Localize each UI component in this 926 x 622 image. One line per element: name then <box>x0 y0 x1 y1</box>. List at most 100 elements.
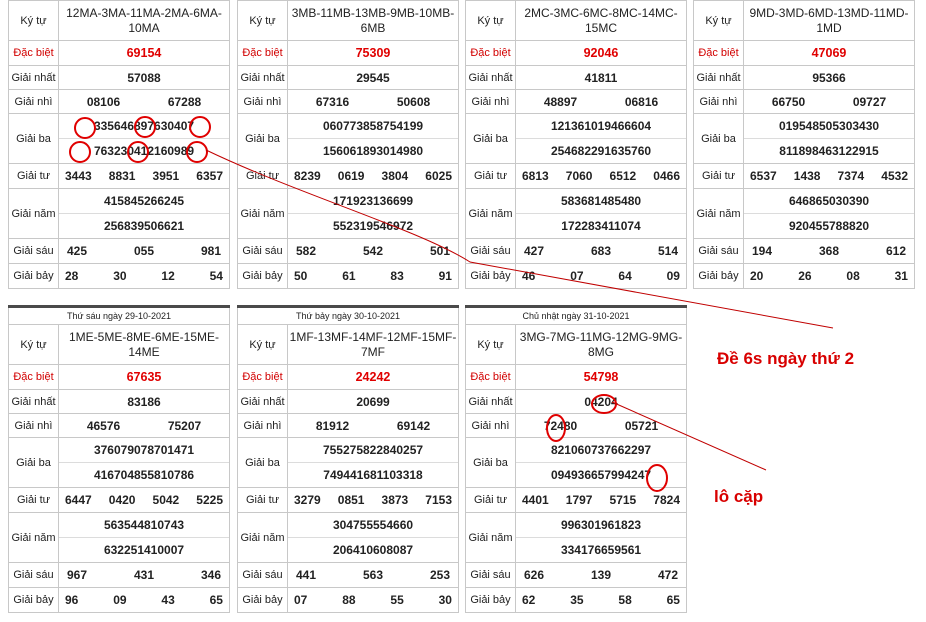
prize-number: 03318 <box>389 468 423 482</box>
prize-number: 425 <box>67 244 88 258</box>
annotation-de-6s: Đề 6s ngày thứ 2 <box>717 349 855 368</box>
prize-number: 5225 <box>196 493 223 507</box>
prize-number: 82106 <box>550 443 585 457</box>
prize-number: 5523 <box>332 219 360 233</box>
row-label-nam: Giải năm <box>237 512 288 563</box>
prize-number: 8820 <box>842 219 870 233</box>
prize-number: 10786 <box>160 468 195 482</box>
row-label-bay: Giải bảy <box>693 263 744 289</box>
prize-number: 3279 <box>294 493 321 507</box>
row-label-nam: Giải năm <box>465 512 516 563</box>
row-label-bay: Giải bảy <box>8 263 59 289</box>
prize-number: 58228 <box>356 443 390 457</box>
row-label-nhi: Giải nhì <box>237 413 288 438</box>
lottery-result-table: Thứ sáu ngày 29-10-2021 Ký tự 1ME-5ME-8ME… <box>8 305 230 613</box>
province-codes: 1ME-5ME-8ME-6ME-15ME-14ME <box>58 324 230 365</box>
prize-number: 81912 <box>315 418 350 433</box>
row-label-nhat: Giải nhất <box>237 389 288 414</box>
prize-number: 1797 <box>565 493 593 507</box>
province-codes: 9MD-3MD-6MD-13MD-11MD-1MD <box>743 0 915 41</box>
prize-number: 68976 <box>127 119 161 133</box>
prize-number: 35 <box>570 593 584 607</box>
prize-number: 30 <box>113 269 127 283</box>
prize-number: 08 <box>846 269 860 283</box>
prize-number: 4526 <box>130 194 158 208</box>
prize-number: 90787 <box>127 443 161 457</box>
prize-number: 3951 <box>152 169 180 183</box>
prize-number: 12136 <box>550 119 585 133</box>
prize-number: 9204 <box>788 219 816 233</box>
prize-number: 81189 <box>779 144 812 158</box>
prize-number: 967 <box>67 568 88 582</box>
prize-number: 69142 <box>396 418 431 433</box>
prize-number: 0390 <box>842 194 870 208</box>
row-label-nam: Giải năm <box>8 188 59 239</box>
prize-number: 07 <box>570 269 584 283</box>
prize-number: 54199 <box>389 119 424 133</box>
row-label-sau: Giải sáu <box>8 238 59 264</box>
prize-number: 28 <box>65 269 79 283</box>
row-label-ky_tu: Ký tự <box>237 0 288 41</box>
prize-number: 04121 <box>127 144 161 158</box>
prize-number: 5715 <box>609 493 637 507</box>
prize-number: 139 <box>590 568 612 582</box>
row-label-tu: Giải tư <box>465 487 516 513</box>
prize-number: 75527 <box>322 443 357 457</box>
draw-date-header: Chủ nhật ngày 31-10-2021 <box>465 305 687 325</box>
prize-number: 85053 <box>812 119 846 133</box>
row-label-nam: Giải năm <box>465 188 516 239</box>
province-codes: 12MA-3MA-11MA-2MA-6MA-10MA <box>58 0 230 41</box>
prize-number: 22915 <box>845 144 879 158</box>
province-codes: 3MG-7MG-11MG-12MG-9MG-8MG <box>515 324 687 365</box>
prize-number: 8831 <box>108 169 136 183</box>
row-label-ky_tu: Ký tự <box>237 324 288 365</box>
prize-number: 65 <box>666 593 680 607</box>
row-label-sau: Giải sáu <box>693 238 744 264</box>
prize-number: 1722 <box>561 219 588 233</box>
prize-number: 4532 <box>881 169 908 183</box>
prize-number: 1823 <box>614 518 642 532</box>
first-prize: 57088 <box>58 65 230 90</box>
row-label-nhat: Giải nhất <box>8 65 59 90</box>
prize-number: 4660 <box>386 518 414 532</box>
prize-number: 542 <box>362 244 384 258</box>
annotation-lo-cap: lô cặp <box>714 487 764 506</box>
prize-number: 18930 <box>356 144 390 158</box>
prize-number: 37607 <box>93 443 128 457</box>
prize-number: 582 <box>296 244 317 258</box>
row-label-tu: Giải tư <box>8 163 59 189</box>
draw-date-header: Thứ sáu ngày 29-10-2021 <box>8 305 230 325</box>
prize-number: 7374 <box>837 169 865 183</box>
special-prize: 92046 <box>515 40 687 66</box>
row-label-dac_biet: Đặc biệt <box>465 364 516 390</box>
row-label-bay: Giải bảy <box>465 263 516 289</box>
prize-number: 01471 <box>160 443 195 457</box>
prize-number: 1074 <box>614 219 641 233</box>
prize-number: 55 <box>390 593 404 607</box>
prize-number: 06077 <box>322 119 357 133</box>
prize-number: 1060 <box>359 543 387 557</box>
row-label-ba: Giải ba <box>8 437 59 488</box>
prize-number: 5480 <box>614 194 642 208</box>
prize-number: 0743 <box>157 518 185 532</box>
prize-number: 67316 <box>315 94 350 109</box>
prize-number: 0466 <box>653 169 680 183</box>
prize-number: 5635 <box>103 518 131 532</box>
row-label-sau: Giải sáu <box>8 562 59 588</box>
row-label-ba: Giải ba <box>8 113 59 164</box>
prize-number: 66750 <box>771 94 806 109</box>
special-prize: 47069 <box>743 40 915 66</box>
prize-number: 08106 <box>86 94 121 109</box>
row-label-sau: Giải sáu <box>465 562 516 588</box>
prize-number: 612 <box>885 244 906 258</box>
prize-number: 6025 <box>425 169 452 183</box>
row-label-bay: Giải bảy <box>237 587 288 613</box>
prize-number: 06816 <box>624 94 659 109</box>
prize-number: 62297 <box>617 443 652 457</box>
row-label-nam: Giải năm <box>8 512 59 563</box>
row-label-dac_biet: Đặc biệt <box>465 40 516 66</box>
row-label-ba: Giải ba <box>693 113 744 164</box>
row-label-dac_biet: Đặc biệt <box>237 40 288 66</box>
prize-number: 6699 <box>386 194 414 208</box>
prize-number: 9561 <box>614 543 642 557</box>
